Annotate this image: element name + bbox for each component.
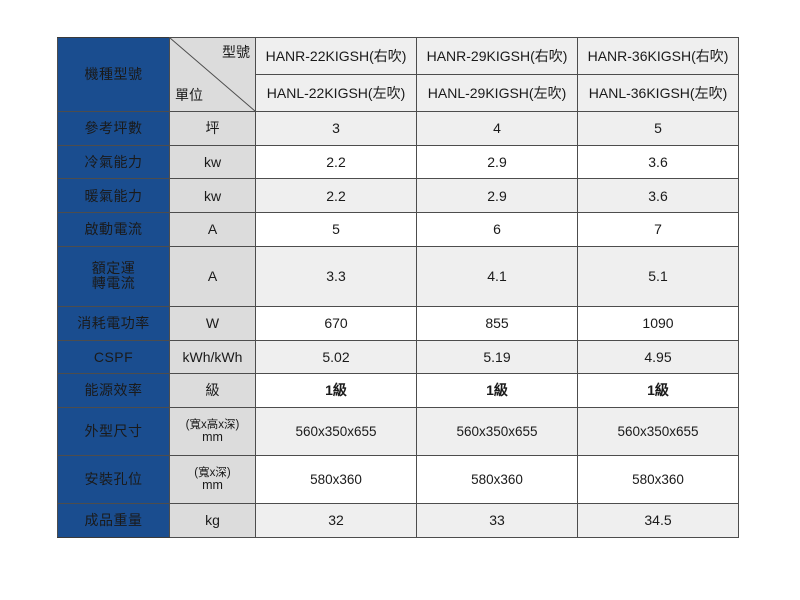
- row-label: CSPF: [57, 339, 170, 375]
- header-row-title: 機種型號: [57, 37, 170, 112]
- row-value: 2.9: [416, 178, 578, 214]
- row-unit: (寬x高x深) mm: [169, 406, 256, 457]
- row-value: 33: [416, 503, 578, 538]
- table-row: 額定運 轉電流 A 3.3 4.1 5.1: [57, 245, 739, 307]
- model-header-cell: HANR-29KIGSH(右吹): [416, 37, 578, 75]
- row-label: 冷氣能力: [57, 144, 170, 180]
- model-header-cell: HANR-22KIGSH(右吹): [255, 37, 417, 75]
- table-row: 能源效率 級 1級 1級 1級: [57, 373, 739, 408]
- table-body: 機種型號 型號 單位 HANR-22KIGSH(右吹) HANR-29KIGSH…: [57, 37, 739, 538]
- row-unit-line2: mm: [202, 478, 223, 493]
- row-value: 6: [416, 212, 578, 247]
- table-row: 外型尺寸 (寬x高x深) mm 560x350x655 560x350x655 …: [57, 406, 739, 457]
- row-unit-line1: (寬x深): [194, 466, 231, 479]
- row-value: 580x360: [416, 455, 578, 505]
- diagonal-divider-icon: [170, 38, 255, 111]
- row-unit: A: [169, 245, 256, 307]
- table-header-row-right-blow: 機種型號 型號 單位 HANR-22KIGSH(右吹) HANR-29KIGSH…: [57, 37, 739, 112]
- model-header-cell: HANL-29KIGSH(左吹): [416, 74, 578, 112]
- row-label-line1: 額定運: [91, 260, 136, 277]
- row-label-line2: 轉電流: [91, 275, 136, 292]
- row-label: 外型尺寸: [57, 406, 170, 457]
- row-label: 成品重量: [57, 503, 170, 538]
- row-value: 1級: [255, 373, 417, 408]
- row-label: 啟動電流: [57, 212, 170, 247]
- row-unit: W: [169, 305, 256, 341]
- row-value: 2.9: [416, 144, 578, 180]
- corner-model-label: 型號: [222, 44, 250, 60]
- row-value: 855: [416, 305, 578, 341]
- specification-table-container: 機種型號 型號 單位 HANR-22KIGSH(右吹) HANR-29KIGSH…: [57, 37, 739, 538]
- table-row: 安裝孔位 (寬x深) mm 580x360 580x360 580x360: [57, 455, 739, 505]
- row-value: 2.2: [255, 144, 417, 180]
- corner-unit-label: 單位: [175, 87, 203, 104]
- model-header-cell: HANR-36KIGSH(右吹): [577, 37, 739, 75]
- row-value: 1級: [416, 373, 578, 408]
- row-value: 1級: [577, 373, 739, 408]
- table-row: 冷氣能力 kw 2.2 2.9 3.6: [57, 144, 739, 180]
- row-value: 5.19: [416, 339, 578, 375]
- model-header-cell: HANL-36KIGSH(左吹): [577, 74, 739, 112]
- model-header-cell: HANL-22KIGSH(左吹): [255, 74, 417, 112]
- row-value: 3.6: [577, 178, 739, 214]
- row-unit: (寬x深) mm: [169, 455, 256, 505]
- row-value: 32: [255, 503, 417, 538]
- table-row: 消耗電功率 W 670 855 1090: [57, 305, 739, 341]
- table-row: 啟動電流 A 5 6 7: [57, 212, 739, 247]
- row-value: 4: [416, 111, 578, 146]
- row-value: 1090: [577, 305, 739, 341]
- row-label: 安裝孔位: [57, 455, 170, 505]
- row-value: 560x350x655: [255, 406, 417, 457]
- row-value: 580x360: [577, 455, 739, 505]
- row-value: 5: [255, 212, 417, 247]
- row-label: 參考坪數: [57, 111, 170, 146]
- row-value: 2.2: [255, 178, 417, 214]
- row-value: 4.95: [577, 339, 739, 375]
- row-value: 4.1: [416, 245, 578, 307]
- table-row: 參考坪數 坪 3 4 5: [57, 111, 739, 146]
- row-unit: 坪: [169, 111, 256, 146]
- row-unit: kw: [169, 178, 256, 214]
- row-value: 5.02: [255, 339, 417, 375]
- row-label: 消耗電功率: [57, 305, 170, 341]
- row-unit-line1: (寬x高x深): [185, 418, 240, 431]
- row-value: 3.6: [577, 144, 739, 180]
- row-unit: kWh/kWh: [169, 339, 256, 375]
- row-value: 580x360: [255, 455, 417, 505]
- row-value: 7: [577, 212, 739, 247]
- table-header-row-left-blow: HANL-22KIGSH(左吹) HANL-29KIGSH(左吹) HANL-3…: [58, 74, 739, 112]
- row-label: 額定運 轉電流: [57, 245, 170, 307]
- row-value: 5: [577, 111, 739, 146]
- row-unit: A: [169, 212, 256, 247]
- specification-table: 機種型號 型號 單位 HANR-22KIGSH(右吹) HANR-29KIGSH…: [57, 37, 739, 538]
- table-row: 成品重量 kg 32 33 34.5: [57, 503, 739, 538]
- row-label: 能源效率: [57, 373, 170, 408]
- row-value: 34.5: [577, 503, 739, 538]
- row-value: 670: [255, 305, 417, 341]
- row-unit: kg: [169, 503, 256, 538]
- row-value: 3: [255, 111, 417, 146]
- table-row: CSPF kWh/kWh 5.02 5.19 4.95: [57, 339, 739, 375]
- row-unit: 級: [169, 373, 256, 408]
- corner-header-cell: 型號 單位: [169, 37, 256, 112]
- row-value: 560x350x655: [416, 406, 578, 457]
- row-value: 560x350x655: [577, 406, 739, 457]
- row-value: 5.1: [577, 245, 739, 307]
- table-row: 暖氣能力 kw 2.2 2.9 3.6: [57, 178, 739, 214]
- row-label: 暖氣能力: [57, 178, 170, 214]
- row-unit-line2: mm: [202, 430, 223, 445]
- row-value: 3.3: [255, 245, 417, 307]
- row-unit: kw: [169, 144, 256, 180]
